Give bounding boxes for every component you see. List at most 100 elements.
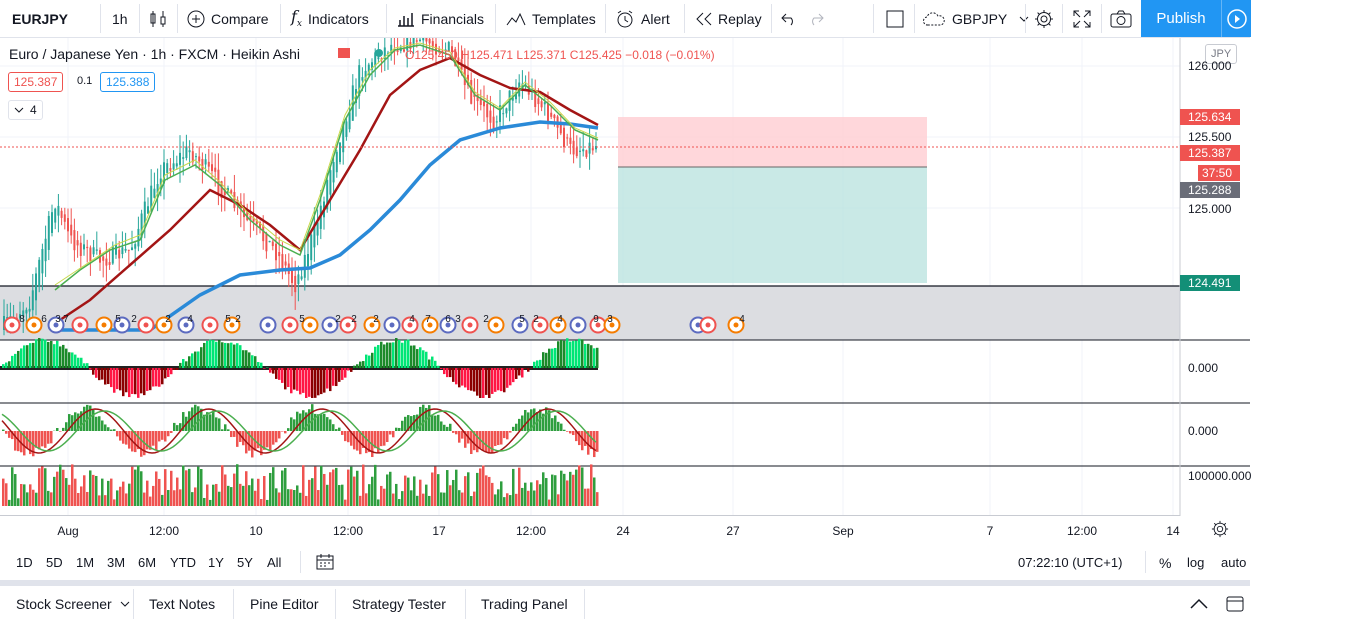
histogram-bar [320,368,323,394]
histogram-bar [413,345,416,368]
volume-bar [563,474,566,506]
collapse-indicators-button[interactable]: 4 [8,100,43,120]
candle-body [166,163,168,173]
expand-panel-button[interactable] [1189,586,1209,621]
flag-icon[interactable] [338,48,350,58]
histogram-bar [470,368,473,391]
histogram-bar [533,408,536,431]
publish-button[interactable]: Publish [1141,0,1221,37]
auto-scale-toggle[interactable]: auto [1221,555,1246,570]
histogram-bar [104,424,107,431]
range-5d[interactable]: 5D [46,555,63,570]
histogram-bar [182,359,185,368]
chevron-up-icon [1189,598,1209,610]
volume-bar [248,485,251,506]
alert-button[interactable]: Alert [615,0,670,37]
log-scale-toggle[interactable]: log [1187,555,1204,570]
histogram-bar [26,345,29,368]
sell-price-button[interactable]: 125.387 [8,72,63,92]
histogram-bar [380,431,383,446]
undo-button[interactable] [781,0,797,37]
volume-bar [359,496,362,506]
range-5y[interactable]: 5Y [237,555,253,570]
range-6m[interactable]: 6M [138,555,156,570]
volume-bar [596,492,599,506]
volume-bar [272,467,275,506]
tab-pine-editor[interactable]: Pine Editor [250,586,318,621]
cloud-icon [922,11,946,27]
candle-body [329,170,331,194]
financials-button[interactable]: Financials [397,0,484,37]
range-1d[interactable]: 1D [16,555,33,570]
tab-trading-panel[interactable]: Trading Panel [481,586,568,621]
histogram-bar [572,341,575,368]
histogram-bar [170,368,173,374]
histogram-bar [65,422,68,431]
settings-button[interactable] [1034,0,1054,37]
candle-body [307,254,309,266]
percent-scale-toggle[interactable]: % [1159,555,1171,571]
volume-bar [329,472,332,506]
histogram-bar [497,431,500,445]
candle-body [537,98,539,104]
replay-button[interactable]: Replay [696,0,762,37]
tab-text-notes[interactable]: Text Notes [149,586,215,621]
histogram-bar [296,368,299,391]
range-ytd[interactable]: YTD [170,555,196,570]
histogram-bar [509,431,512,433]
volume-bar [89,470,92,506]
candle-body [349,112,351,129]
chart-settings-button[interactable] [1211,520,1229,541]
volume-bar [29,484,32,506]
range-1m[interactable]: 1M [76,555,94,570]
volume-bar [131,467,134,506]
volume-bar [512,469,515,506]
symbol-search-button[interactable]: EURJPY [12,0,68,37]
histogram-bar [455,431,458,434]
histogram-bar [5,431,8,434]
tab-strategy-tester[interactable]: Strategy Tester [352,586,446,621]
candle-body [579,151,581,152]
compare-button[interactable]: Compare [187,0,269,37]
range-all[interactable]: All [267,555,281,570]
maximize-panel-button[interactable] [1226,586,1244,621]
chart-style-button[interactable] [149,0,167,37]
histogram-bar [548,349,551,368]
templates-button[interactable]: Templates [506,0,596,37]
candle-body [576,148,578,156]
watchlist-symbol-button[interactable]: GBPJPY [922,0,1029,37]
buy-price-button[interactable]: 125.388 [100,72,155,92]
histogram-bar [518,419,521,431]
tab-stock-screener[interactable]: Stock Screener [16,586,130,621]
range-1y[interactable]: 1Y [208,555,224,570]
histogram-bar [50,431,53,443]
go-to-date-button[interactable] [316,554,334,573]
histogram-bar [209,414,212,431]
event-count: 7 [425,314,431,325]
redo-button[interactable] [808,0,824,37]
range-bar: 1D 5D 1M 3M 6M YTD 1Y 5Y All 07:22:10 (U… [0,545,1250,580]
histogram-bar [35,339,38,368]
histogram-bar [20,348,23,368]
histogram-bar [122,431,125,444]
volume-bar [380,486,383,506]
time-axis[interactable]: Aug 12:00 10 12:00 17 12:00 24 27 Sep 7 … [0,515,1180,544]
play-button[interactable] [1221,0,1251,37]
event-marker-dot [308,323,313,328]
event-marker-dot [346,323,351,328]
snapshot-button[interactable] [1110,0,1132,37]
histogram-bar [194,405,197,431]
volume-bar [581,467,584,506]
histogram-bar [272,431,275,445]
range-3m[interactable]: 3M [107,555,125,570]
layout-button[interactable] [886,0,904,37]
interval-button[interactable]: 1h [112,0,128,37]
oscillator-zero-tick: 0.000 [1188,424,1218,438]
divider [605,4,606,33]
fullscreen-button[interactable] [1073,0,1091,37]
clock-timezone[interactable]: 07:22:10 (UTC+1) [1018,555,1122,570]
indicators-button[interactable]: fx Indicators [291,0,369,37]
histogram-bar [389,431,392,435]
time-label: Sep [832,524,853,538]
